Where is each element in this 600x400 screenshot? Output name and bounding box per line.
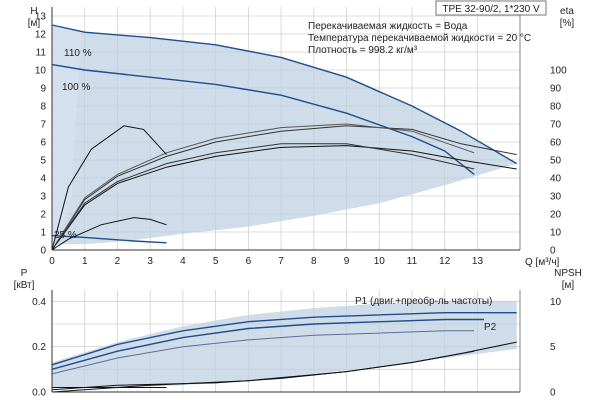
y-right-axis-unit: [%] (560, 18, 575, 29)
y-left-axis-unit: [м] (28, 18, 41, 29)
power-curve-1 (51, 318, 484, 370)
y-left-tick-label: 0.4 (32, 297, 46, 308)
efficiency-curve-8 (51, 217, 167, 251)
label-p2: P2 (484, 322, 497, 333)
y-right-axis-label: NPSH (554, 268, 582, 279)
y-right-tick-label: 5 (550, 342, 556, 353)
x-tick-label: 9 (344, 256, 350, 267)
y-left-tick-label: 8 (40, 102, 46, 113)
x-tick-label: 3 (147, 256, 153, 267)
y-right-axis-label: eta (560, 6, 574, 17)
label-p1: P1 (двиг.+преобр-ль частоты) (355, 295, 492, 307)
y-right-tick-label: 60 (550, 138, 562, 149)
y-right-tick-label: 70 (550, 120, 562, 131)
y-right-tick-label: 30 (550, 192, 562, 203)
efficiency-curve-4 (51, 125, 517, 251)
y-left-tick-label: 3 (40, 192, 46, 203)
title-box (435, 0, 547, 16)
x-tick-label: 13 (472, 256, 484, 267)
x-tick-label: 7 (278, 256, 284, 267)
info-line-2: Плотность = 998.2 кг/м³ (308, 45, 418, 56)
power-operating-area (52, 301, 517, 388)
y-right-axis-unit: [м] (562, 280, 575, 291)
efficiency-curve-7 (51, 125, 167, 251)
y-right-tick-label: 100 (550, 66, 567, 77)
y-left-tick-label: 5 (40, 156, 46, 167)
y-left-tick-label: 0.0 (32, 388, 46, 399)
y-left-tick-label: 12 (35, 30, 47, 41)
y-right-tick-label: 20 (550, 210, 562, 221)
x-tick-label: 4 (180, 256, 186, 267)
x-tick-label: 11 (407, 256, 418, 267)
power-curve-0 (51, 312, 517, 366)
x-tick-label: 0 (49, 256, 55, 267)
x-axis-label: Q [м³/ч] (525, 257, 560, 268)
y-left-tick-label: 4 (40, 174, 46, 185)
x-tick-label: 1 (82, 256, 88, 267)
x-tick-label: 5 (213, 256, 219, 267)
y-left-tick-label: 11 (36, 48, 47, 59)
chart-title: TPE 32-90/2, 1*230 V (442, 4, 540, 15)
y-left-axis-label: H (30, 6, 37, 17)
x-tick-label: 6 (246, 256, 252, 267)
efficiency-curve-3 (51, 145, 517, 251)
y-right-tick-label: 0 (550, 388, 556, 399)
y-left-axis-label: P (21, 268, 28, 279)
y-left-tick-label: 10 (35, 66, 47, 77)
info-line-0: Перекачиваемая жидкость = Вода (308, 21, 468, 32)
min-flow-area (52, 25, 82, 245)
x-tick-label: 2 (115, 256, 121, 267)
head-curve-0 (51, 24, 518, 165)
head-curve-2 (51, 234, 167, 244)
y-right-tick-label: 90 (550, 84, 562, 95)
power-curve-2 (51, 330, 475, 375)
x-tick-label: 8 (311, 256, 317, 267)
bottom-chart: 0.0 0.2 0.4 0 5 10 P[кВт] NPSH[м] P1 (двиг.+прео… (14, 268, 582, 399)
y-right-tick-label: 0 (550, 246, 556, 257)
efficiency-curve-5 (51, 123, 475, 251)
npsh-curve-5 (51, 350, 475, 393)
efficiency-curve-6 (51, 143, 475, 251)
y-left-tick-label: 0 (40, 246, 46, 257)
annotation-100: 100 % (62, 82, 90, 93)
y-right-tick-label: 10 (550, 297, 562, 308)
y-right-tick-label: 40 (550, 174, 562, 185)
x-tick-label: 12 (439, 256, 451, 267)
head-curve-1 (51, 63, 475, 175)
operating-area (52, 25, 517, 245)
y-left-tick-label: 7 (40, 120, 46, 131)
y-right-tick-label: 50 (550, 156, 562, 167)
y-left-tick-label: 9 (40, 84, 46, 95)
y-left-tick-label: 13 (35, 12, 47, 23)
y-right-tick-label: 80 (550, 102, 562, 113)
info-line-1: Температура перекачиваемой жидкости = 20… (308, 33, 531, 44)
y-left-axis-unit: [кВт] (14, 280, 35, 291)
x-tick-label: 10 (374, 256, 386, 267)
y-left-tick-label: 2 (40, 210, 46, 221)
annotation-25: 25 % (54, 230, 77, 241)
y-right-tick-label: 10 (550, 228, 562, 239)
y-left-tick-label: 6 (40, 138, 46, 149)
annotation-110: 110 % (64, 48, 92, 59)
y-left-tick-label: 1 (40, 228, 46, 239)
y-left-tick-label: 0.2 (32, 342, 46, 353)
